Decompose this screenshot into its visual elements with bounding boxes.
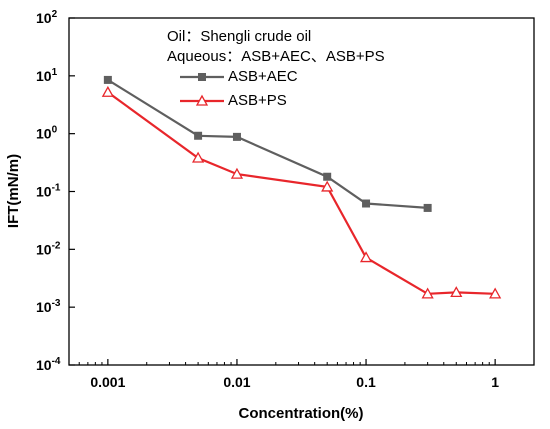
x-tick-labels: 0.001 0.01 0.1 1 [90, 374, 499, 390]
series-1-point-3 [321, 180, 334, 192]
x-axis-title: Concentration(%) [239, 405, 364, 422]
aqueous-annotation: Aqueous：ASB+AEC、ASB+PS [167, 48, 385, 65]
plot-frame [68, 17, 535, 366]
legend-marks [180, 73, 224, 106]
series-0-point-1 [194, 131, 203, 140]
series-1-point-7 [489, 287, 502, 299]
axis-ticks [69, 17, 496, 366]
series-1-point-1 [191, 151, 205, 163]
series-0-point-0 [103, 75, 112, 84]
x-tick-label-3: 1 [491, 374, 499, 390]
y-tick-label-1: 10-3 [36, 298, 61, 315]
series-1-point-0 [101, 85, 114, 97]
oil-annotation: Oil：Shengli crude oil [167, 28, 312, 45]
y-tick-labels: 10-4 10-3 10-2 10-1 100 101 102 [36, 9, 61, 373]
y-tick-label-5: 101 [36, 67, 58, 84]
series-lines [107, 78, 496, 295]
series-line-0 [107, 78, 428, 209]
x-tick-label-1: 0.01 [223, 374, 250, 390]
y-tick-label-4: 100 [36, 125, 58, 142]
y-tick-label-6: 102 [36, 9, 58, 26]
series-1-point-5 [421, 287, 434, 299]
series-line-1 [107, 91, 496, 295]
legend-marker-1 [195, 94, 209, 106]
x-tick-label-2: 0.1 [356, 374, 376, 390]
legend-label-asb-aec: ASB+AEC [228, 68, 298, 85]
series-0-point-4 [362, 199, 371, 208]
y-tick-label-2: 10-2 [36, 240, 61, 257]
y-tick-label-3: 10-1 [36, 183, 61, 200]
legend-marker-0 [198, 73, 206, 81]
x-tick-label-0: 0.001 [90, 374, 125, 390]
series-1-point-6 [450, 286, 463, 298]
series-0-point-3 [323, 172, 332, 181]
series-0-point-5 [423, 203, 432, 212]
legend-label-asb-ps: ASB+PS [228, 92, 287, 109]
series-1-point-4 [359, 251, 373, 263]
series-0-point-2 [232, 132, 241, 141]
y-tick-label-0: 10-4 [36, 356, 61, 373]
y-axis-title: IFT(mN/m) [5, 154, 22, 228]
series-markers [101, 75, 502, 299]
series-1-point-2 [230, 167, 244, 179]
